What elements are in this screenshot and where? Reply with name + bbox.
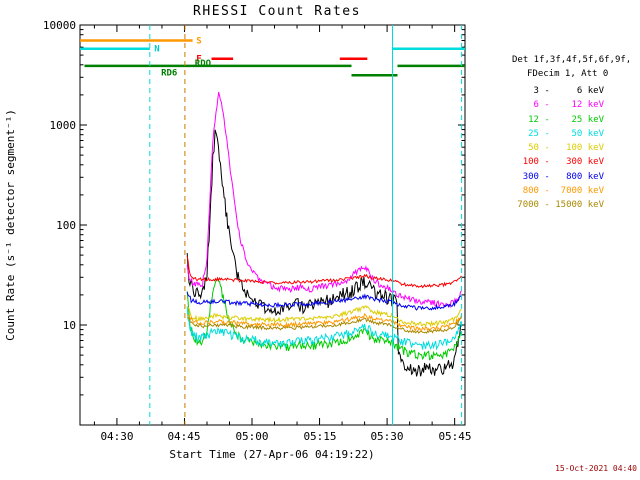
legend-entry: 12 - 25 keV (517, 115, 604, 125)
legend-entry: 100 - 300 keV (517, 157, 604, 167)
x-tick-label: 05:45 (438, 430, 471, 443)
legend-header-detectors: Det 1f,3f,4f,5f,6f,9f, (512, 55, 631, 65)
legend-entry: 800 - 7000 keV (517, 186, 604, 196)
chart-title: RHESSI Count Rates (193, 4, 361, 19)
series-line-12-25-kev (186, 278, 462, 361)
x-tick-label: 05:30 (370, 430, 403, 443)
plot-frame (79, 24, 466, 426)
y-tick-label: 10 (63, 319, 76, 332)
creation-timestamp: 15-Oct-2021 04:40 (555, 464, 637, 473)
legend-entry: 6 - 12 keV (517, 100, 604, 110)
legend-header-decim: FDecim 1, Att 0 (527, 69, 608, 79)
y-axis-label: Count Rate (s⁻¹ detector segment⁻¹) (4, 109, 17, 341)
x-axis-label: Start Time (27-Apr-06 04:19:22) (169, 448, 374, 461)
y-tick-label: 10000 (43, 19, 76, 32)
flag-label-rdo: RDO (195, 59, 212, 69)
series-line-100-300-kev (186, 256, 462, 289)
legend: Det 1f,3f,4f,5f,6f,9f, FDecim 1, Att 0 3… (512, 55, 631, 210)
x-tick-label: 05:15 (303, 430, 336, 443)
series-line-25-50-kev (186, 306, 462, 351)
flag-label-s: S (196, 37, 201, 47)
series-line-50-100-kev (186, 304, 462, 328)
flag-label-n: N (154, 45, 159, 55)
flag-label-f: F (196, 55, 201, 65)
x-tick-label: 04:30 (100, 430, 133, 443)
y-tick-label: 1000 (50, 119, 77, 132)
series-line-3-6-kev (186, 129, 462, 377)
series-line-6-12-kev (186, 91, 462, 309)
legend-entry: 50 - 100 keV (517, 143, 604, 153)
series-line-800-7000-kev (186, 312, 462, 332)
series-line-7000-15000-kev (186, 317, 462, 334)
legend-entry: 7000 - 15000 keV (517, 200, 604, 210)
x-tick-label: 05:00 (235, 430, 268, 443)
x-tick-label: 04:45 (167, 430, 200, 443)
legend-entry: 3 - 6 keV (517, 86, 604, 96)
series-line-300-800-kev (186, 291, 462, 311)
legend-entry: 25 - 50 keV (517, 129, 604, 139)
flag-label-rd6: RD6 (161, 69, 177, 79)
legend-entry: 300 - 800 keV (517, 172, 604, 182)
y-tick-label: 100 (56, 219, 76, 232)
